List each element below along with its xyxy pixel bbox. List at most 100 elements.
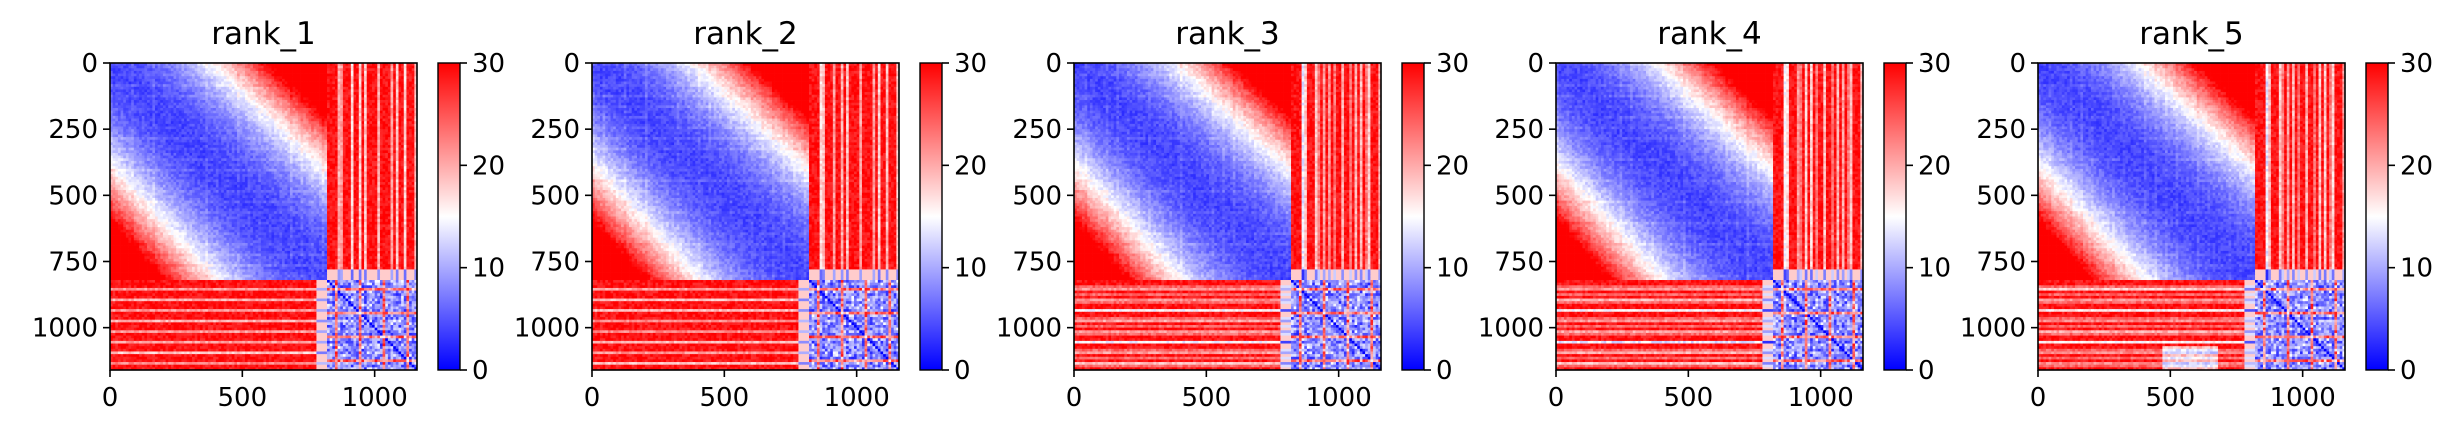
heatmap-cell <box>308 121 311 124</box>
heatmap-cell <box>155 79 158 82</box>
heatmap-cell <box>123 92 126 95</box>
heatmap-cell <box>346 103 349 106</box>
heatmap-cell <box>412 95 415 98</box>
heatmap-cell <box>158 84 161 87</box>
heatmap-cell <box>412 82 415 85</box>
heatmap-cell <box>316 74 319 77</box>
heatmap-cell <box>250 92 253 95</box>
heatmap-cell <box>314 74 317 77</box>
heatmap-cell <box>113 108 116 111</box>
heatmap-cell <box>248 111 251 114</box>
heatmap-cell <box>118 121 121 124</box>
heatmap-cell <box>126 79 129 82</box>
heatmap-cell <box>253 119 256 122</box>
heatmap-cell <box>293 71 296 74</box>
heatmap-cell <box>216 74 219 77</box>
heatmap-cell <box>295 119 298 122</box>
heatmap-cell <box>160 95 163 98</box>
heatmap-cell <box>171 119 174 122</box>
heatmap-cell <box>208 119 211 122</box>
heatmap-cell <box>279 66 282 69</box>
heatmap-cell <box>224 71 227 74</box>
heatmap-cell <box>383 111 386 114</box>
heatmap-cell <box>221 105 224 108</box>
heatmap-cell <box>208 111 211 114</box>
heatmap-cell <box>308 74 311 77</box>
heatmap-cell <box>205 87 208 90</box>
heatmap-cell <box>174 68 177 71</box>
heatmap-cell <box>369 89 372 92</box>
heatmap-cell <box>245 103 248 106</box>
heatmap-cell <box>253 66 256 69</box>
heatmap-cell <box>219 76 222 79</box>
heatmap-cell <box>208 74 211 77</box>
heatmap-cell <box>290 76 293 79</box>
heatmap-cell <box>401 89 404 92</box>
heatmap-cell <box>308 66 311 69</box>
heatmap-cell <box>277 95 280 98</box>
heatmap-cell <box>361 84 364 87</box>
heatmap-cell <box>142 108 145 111</box>
heatmap-cell <box>126 89 129 92</box>
heatmap-cell <box>409 100 412 103</box>
heatmap-cell <box>369 71 372 74</box>
heatmap-cell <box>353 76 356 79</box>
heatmap-cell <box>391 79 394 82</box>
heatmap-cell <box>131 127 134 130</box>
heatmap-cell <box>383 116 386 119</box>
heatmap-cell <box>205 127 208 130</box>
heatmap-cell <box>147 84 150 87</box>
heatmap-cell <box>316 105 319 108</box>
heatmap-cell <box>200 116 203 119</box>
heatmap-cell <box>277 116 280 119</box>
heatmap-cell <box>245 97 248 100</box>
heatmap-cell <box>274 100 277 103</box>
heatmap-cell <box>174 76 177 79</box>
heatmap-cell <box>142 124 145 127</box>
heatmap-cell <box>152 113 155 116</box>
heatmap-cell <box>242 82 245 85</box>
heatmap-cell <box>346 92 349 95</box>
heatmap-cell <box>200 89 203 92</box>
heatmap-cell <box>144 68 147 71</box>
heatmap-cell <box>229 95 232 98</box>
heatmap-cell <box>147 95 150 98</box>
heatmap-cell <box>250 124 253 127</box>
heatmap-cell <box>139 127 142 130</box>
heatmap-cell <box>266 127 269 130</box>
heatmap-cell <box>396 74 399 77</box>
heatmap-cell <box>287 95 290 98</box>
heatmap-cell <box>129 82 132 85</box>
heatmap-cell <box>308 87 311 90</box>
heatmap-cell <box>404 89 407 92</box>
heatmap-cell <box>144 97 147 100</box>
heatmap-cell <box>142 97 145 100</box>
heatmap-cell <box>271 127 274 130</box>
heatmap-cell <box>129 71 132 74</box>
heatmap-cell <box>134 97 137 100</box>
heatmap-cell <box>319 66 322 69</box>
heatmap-cell <box>158 95 161 98</box>
heatmap-cell <box>139 84 142 87</box>
heatmap-cell <box>332 79 335 82</box>
heatmap-cell <box>335 113 338 116</box>
heatmap-cell <box>216 84 219 87</box>
heatmap-cell <box>316 116 319 119</box>
heatmap-cell <box>293 103 296 106</box>
heatmap-cell <box>266 71 269 74</box>
heatmap-cell <box>118 127 121 130</box>
heatmap-cell <box>401 119 404 122</box>
heatmap-cell <box>123 124 126 127</box>
heatmap-cell <box>171 103 174 106</box>
heatmap-cell <box>261 97 264 100</box>
heatmap-cell <box>359 116 362 119</box>
heatmap-cell <box>126 68 129 71</box>
heatmap-cell <box>118 66 121 69</box>
heatmap-cell <box>232 84 235 87</box>
heatmap-cell <box>181 66 184 69</box>
heatmap-cell <box>356 79 359 82</box>
heatmap-cell <box>216 97 219 100</box>
heatmap-cell <box>306 89 309 92</box>
heatmap-cell <box>295 105 298 108</box>
heatmap-cell <box>398 79 401 82</box>
